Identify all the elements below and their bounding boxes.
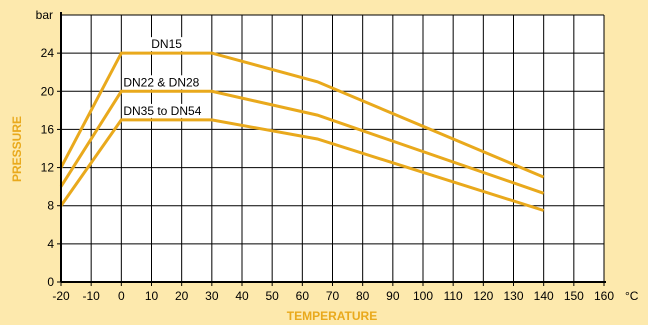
x-tick-label-6: 40 xyxy=(235,289,249,303)
x-tick-label-1: -10 xyxy=(82,289,100,303)
x-tick-label-7: 50 xyxy=(265,289,279,303)
x-tick-label-14: 120 xyxy=(473,289,493,303)
y-tick-label-4: 16 xyxy=(41,122,55,136)
x-axis-title: TEMPERATURE xyxy=(287,309,377,323)
tick-labels: 0 4 8 12 16 20 24 -20 -10 0 10 20 30 40 50 60 70 80 90 100 1… xyxy=(41,46,615,303)
y-axis-title: PRESSURE xyxy=(10,116,24,182)
x-tick-label-4: 20 xyxy=(175,289,189,303)
x-tick-label-3: 10 xyxy=(145,289,159,303)
series-line-2 xyxy=(59,89,545,195)
series-line-3 xyxy=(59,118,545,212)
x-unit-label: °C xyxy=(625,289,639,303)
x-tick-label-17: 150 xyxy=(564,289,584,303)
y-tick-label-0: 0 xyxy=(47,275,54,289)
y-tick-label-2: 8 xyxy=(47,199,54,213)
x-tick-label-2: 0 xyxy=(118,289,125,303)
y-unit-label: bar xyxy=(36,8,53,22)
x-tick-label-9: 70 xyxy=(326,289,340,303)
y-tick-label-6: 24 xyxy=(41,46,55,60)
x-tick-label-18: 160 xyxy=(594,289,614,303)
x-tick-label-8: 60 xyxy=(296,289,310,303)
series-label-3: DN35 to DN54 xyxy=(123,104,201,118)
series-label-bg-1 xyxy=(150,37,184,52)
y-tick-label-3: 12 xyxy=(41,161,55,175)
x-tick-label-15: 130 xyxy=(503,289,523,303)
x-tick-label-16: 140 xyxy=(534,289,554,303)
series-lines xyxy=(59,51,545,212)
series-label-bg-3 xyxy=(122,103,203,118)
series-labels: DN15 DN22 & DN28 DN35 to DN54 xyxy=(122,37,203,118)
series-line-1 xyxy=(59,51,545,179)
y-tick-label-5: 20 xyxy=(41,84,55,98)
x-tick-label-13: 110 xyxy=(444,289,463,303)
x-tick-label-11: 90 xyxy=(386,289,400,303)
series-label-1: DN15 xyxy=(151,37,182,51)
y-tick-label-1: 4 xyxy=(47,237,54,251)
x-tick-label-12: 100 xyxy=(413,289,433,303)
x-tick-label-5: 30 xyxy=(205,289,219,303)
x-tick-label-0: -20 xyxy=(52,289,70,303)
series-label-2: DN22 & DN28 xyxy=(123,75,199,89)
x-tick-label-10: 80 xyxy=(356,289,370,303)
series-label-bg-2 xyxy=(122,75,201,90)
